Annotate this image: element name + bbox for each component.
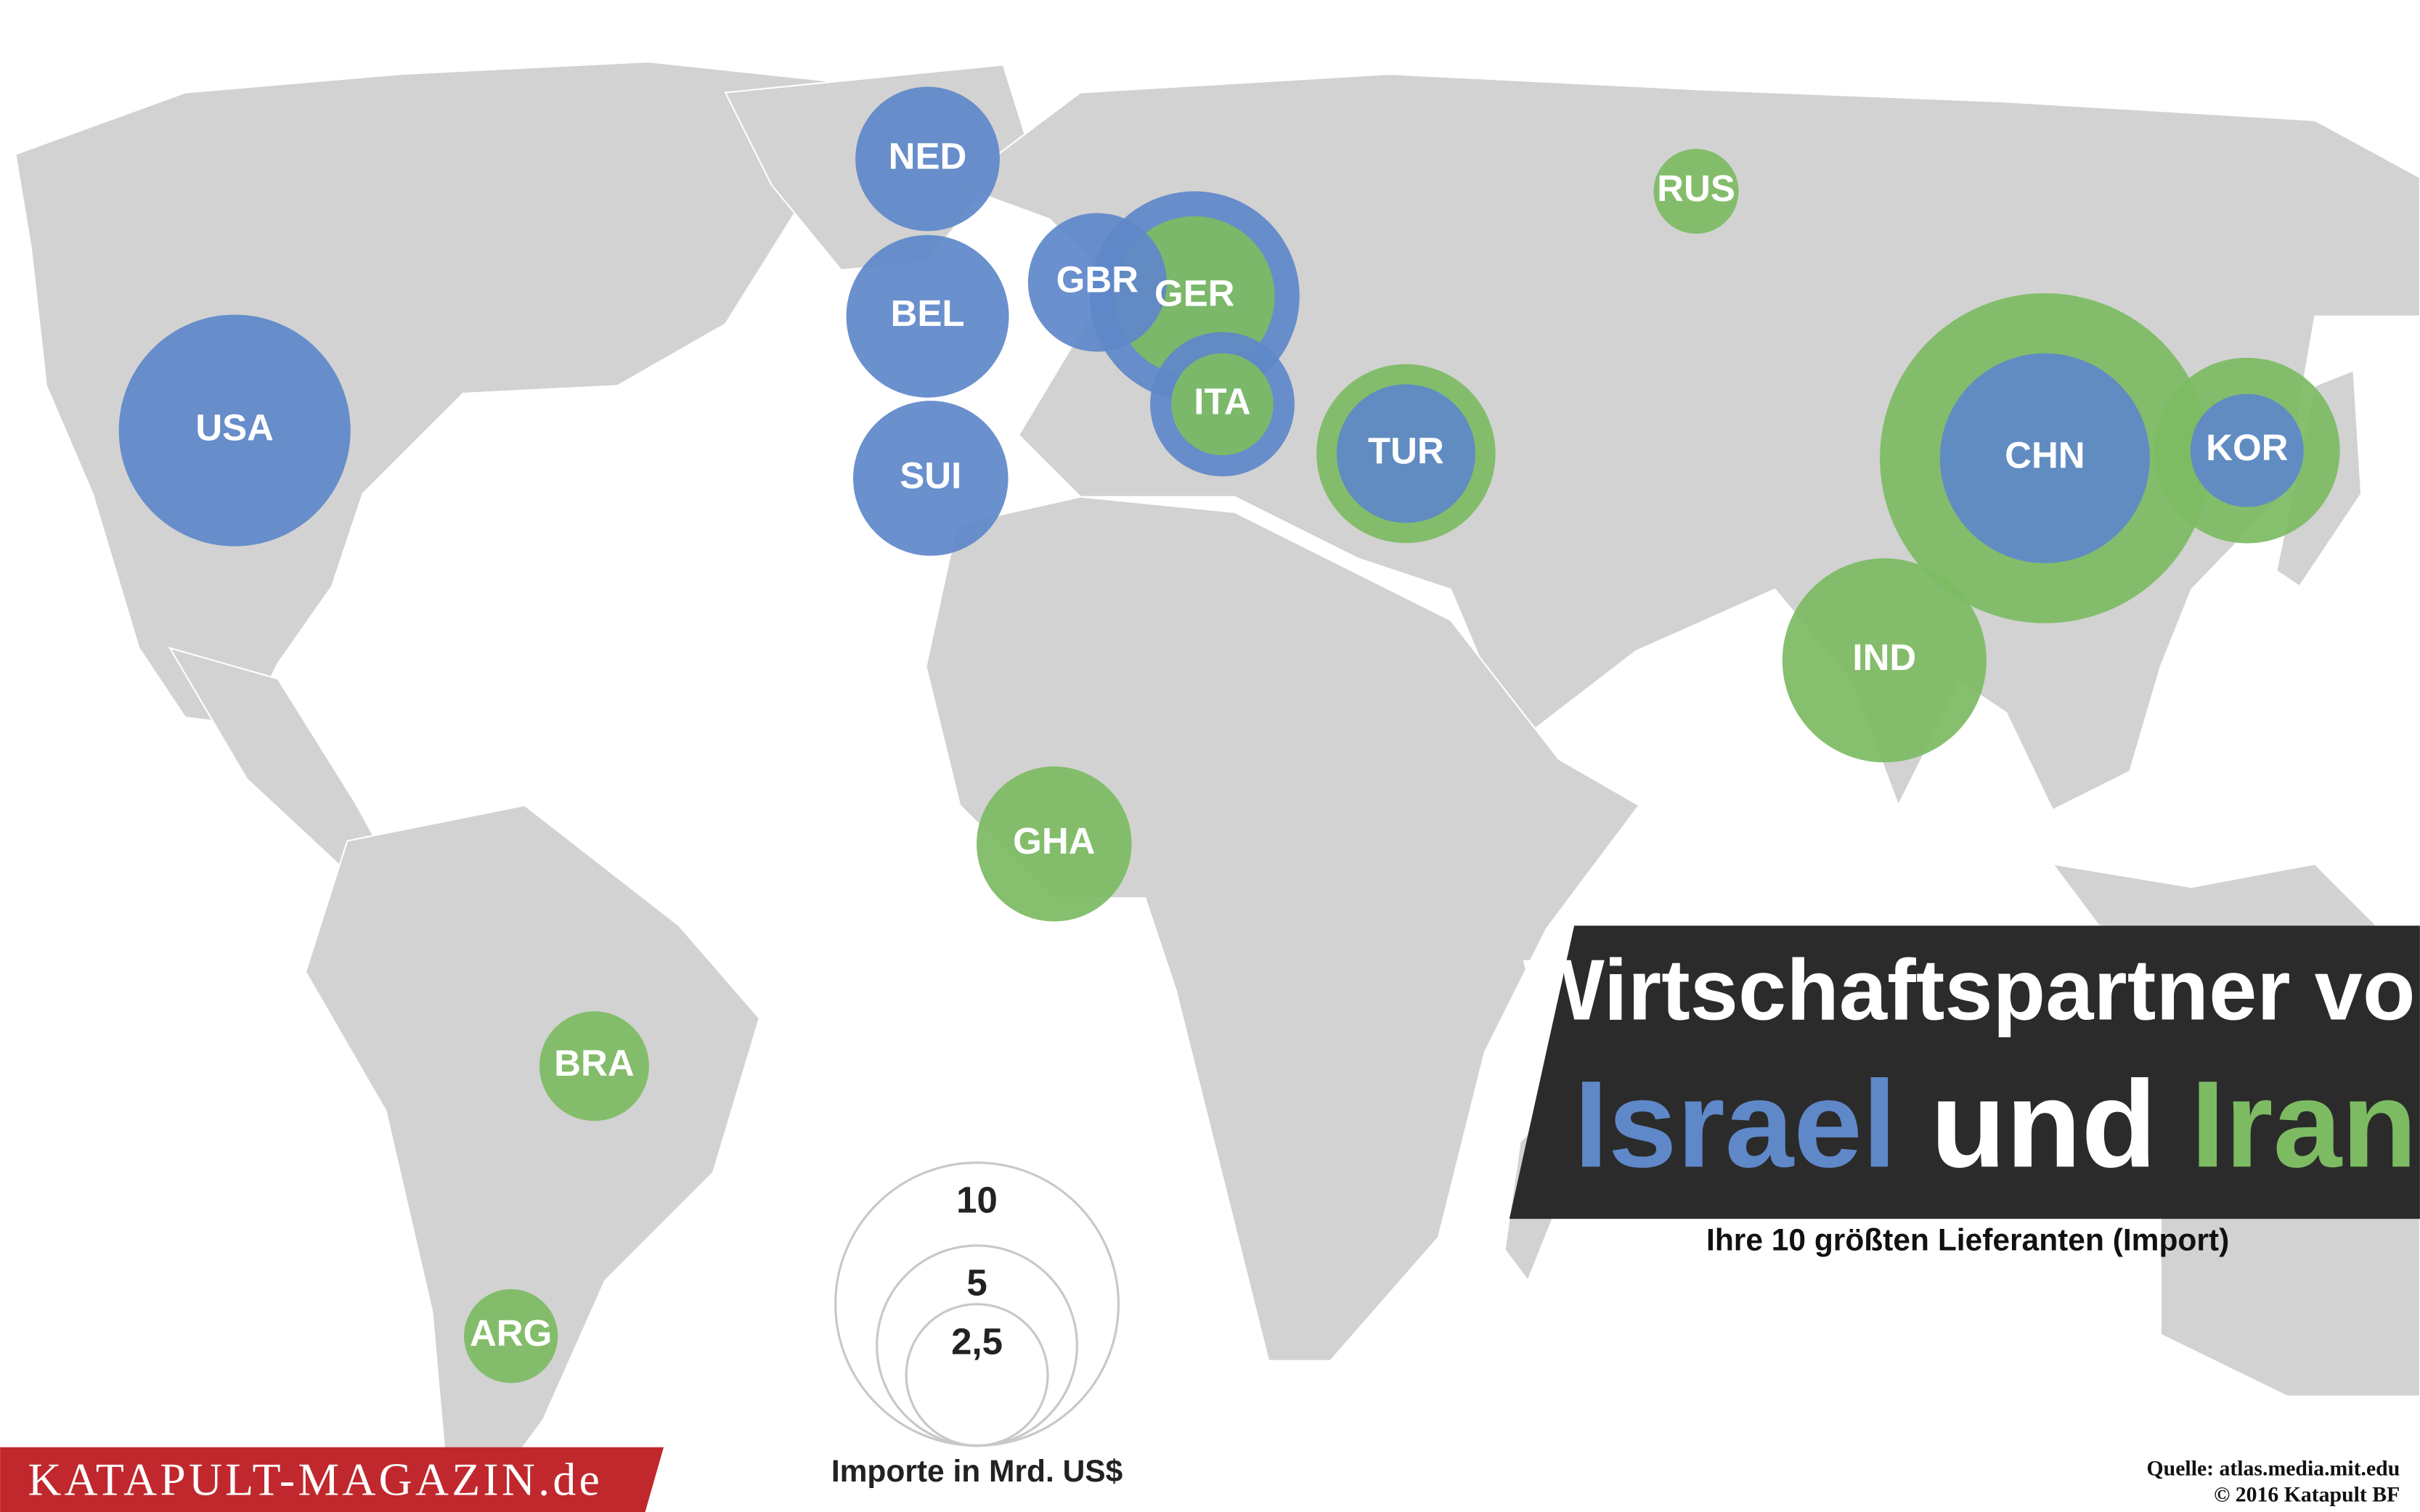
country-label: BRA — [554, 1042, 635, 1084]
size-legend-label: 10 — [956, 1179, 998, 1220]
country-label: BEL — [891, 293, 965, 334]
bubble — [853, 401, 1009, 556]
bubble — [1336, 384, 1475, 523]
credit: © 2016 Katapult BF — [2214, 1483, 2400, 1507]
country-label: CHN — [2005, 435, 2085, 476]
brand-box — [0, 1447, 664, 1512]
bubbles — [118, 86, 2340, 1384]
title-line-2: Israel und Iran — [1574, 1055, 2417, 1193]
country-label: IND — [1852, 637, 1916, 678]
country-label: SUI — [900, 454, 961, 496]
size-legend-label: 2,5 — [951, 1320, 1003, 1362]
bubble — [1939, 353, 2150, 563]
bubble — [1653, 149, 1739, 234]
bubble — [2190, 393, 2304, 507]
country-label: NED — [889, 135, 967, 176]
eurasia — [955, 73, 2420, 812]
country-labels: USA NED BEL SUI GBR GER ITA TUR CHN KOR RUS IND GHA B… — [195, 135, 2288, 1354]
country-label: GHA — [1013, 820, 1095, 862]
bubble — [846, 234, 1009, 398]
subtitle: Ihre 10 größten Lieferanten (Import) — [1706, 1223, 2229, 1257]
land — [15, 60, 2420, 1505]
bubble — [1782, 558, 1987, 763]
country-label: ITA — [1194, 380, 1250, 422]
source: Quelle: atlas.media.mit.edu — [2147, 1456, 2400, 1480]
bubble — [855, 86, 1000, 232]
south-america — [304, 804, 761, 1505]
country-label: GER — [1154, 273, 1235, 314]
north-america — [15, 60, 866, 727]
size-legend: 10 5 2,5 — [834, 1161, 1120, 1447]
country-label: GBR — [1056, 258, 1138, 300]
legend-israel: Israel — [1574, 1055, 1897, 1193]
bubble — [463, 1289, 558, 1384]
bubble — [1027, 213, 1167, 352]
bubble — [977, 766, 1132, 922]
bubble — [539, 1011, 649, 1121]
brand: KATAPULT-MAGAZIN.de — [28, 1453, 603, 1505]
size-legend-label: 5 — [966, 1262, 987, 1304]
country-label: ARG — [470, 1312, 552, 1354]
size-legend-title: Importe in Mrd. US$ — [831, 1455, 1123, 1489]
legend-iran: Iran — [2191, 1055, 2417, 1193]
country-label: RUS — [1657, 168, 1735, 209]
bubble — [118, 314, 351, 547]
size-legend-circle — [905, 1303, 1049, 1447]
country-label: TUR — [1368, 430, 1444, 471]
country-label: KOR — [2206, 427, 2288, 468]
title-connector: und — [1931, 1055, 2157, 1193]
country-label: USA — [195, 406, 274, 448]
title-box — [1509, 925, 2420, 1219]
bubble — [1171, 353, 1274, 456]
title: Wirtschaftspartner von — [1523, 942, 2420, 1039]
